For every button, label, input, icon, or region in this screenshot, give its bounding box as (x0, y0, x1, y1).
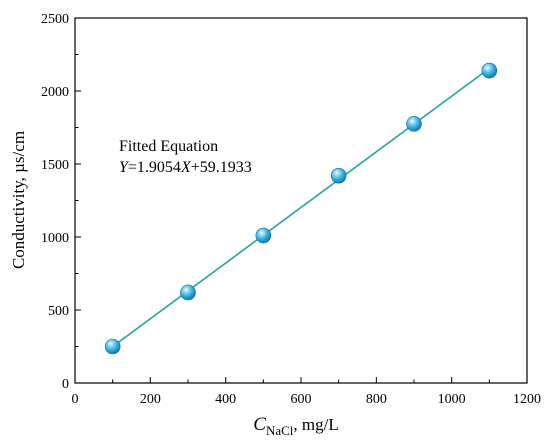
y-tick-label-0: 0 (62, 377, 69, 392)
x-axis-subscript: NaCl (266, 423, 294, 438)
y-tick-label-1000: 1000 (41, 231, 69, 246)
x-tick-label-0: 0 (72, 392, 79, 407)
fit-annotation-title: Fitted Equation (119, 138, 218, 155)
eq-x: X (180, 159, 192, 176)
x-tick-label-400: 400 (215, 392, 236, 407)
y-axis-title: Conductivity, µs/cm (9, 131, 28, 269)
eq-y: Y (119, 159, 130, 176)
y-tick-label-1500: 1500 (41, 158, 69, 173)
x-axis-unit: , mg/L (293, 415, 338, 434)
data-point (104, 338, 121, 355)
data-point (406, 116, 422, 132)
eq-end: +59.1933 (191, 159, 252, 176)
x-tick-label-800: 800 (366, 392, 387, 407)
data-point (330, 167, 347, 184)
data-point (481, 62, 498, 79)
x-axis-symbol: C (253, 414, 266, 435)
fit-line (112, 67, 490, 348)
y-tick-label-2000: 2000 (41, 85, 69, 100)
eq-mid: =1.9054 (128, 159, 181, 176)
y-tick-label-2500: 2500 (41, 12, 69, 27)
x-axis-title: CNaCl, mg/L (253, 414, 338, 438)
x-tick-label-1200: 1200 (513, 392, 541, 407)
y-tick-label-500: 500 (48, 304, 69, 319)
x-tick-label-1000: 1000 (438, 392, 466, 407)
data-point (255, 227, 272, 244)
data-point (180, 284, 196, 301)
fit-annotation-equation: Y=1.9054X+59.1933 (119, 159, 252, 176)
x-tick-label-600: 600 (291, 392, 312, 407)
plot-frame (74, 17, 528, 384)
x-tick-label-200: 200 (140, 392, 161, 407)
